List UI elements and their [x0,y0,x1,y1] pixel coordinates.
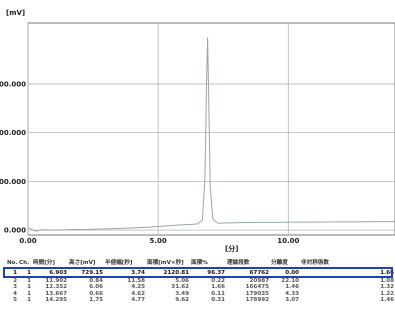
table-cell: 1.08 [380,278,394,284]
table-row[interactable]: 5 1 14.295 1.75 4.77 9.62 0.31 178992 3.07 1.46 [6,297,395,303]
table-cell: 11.902 [45,278,67,284]
column-header: 分離度 [271,259,288,266]
column-header: 高さ[mV] [69,259,96,266]
table-cell: 12.352 [45,284,67,291]
y-tick-label: 0.000 [4,227,26,235]
table-row[interactable]: 3 1 12.352 6.06 4.25 31.62 1.66 166475 1.46 1.32 [6,284,395,290]
table-cell: 1.66 [380,270,394,277]
table-cell: 1 [27,297,31,304]
table-cell: 14.295 [45,297,67,304]
column-header: 時間[分] [33,259,55,266]
table-cell: 1 [27,270,31,277]
table-cell: 6.06 [89,284,103,291]
table-row[interactable]: 4 1 13.667 0.66 4.62 3.49 0.11 179035 4.33 1.22 [6,291,395,297]
table-cell: 179035 [245,290,269,297]
x-tick-label: 10.00 [277,237,299,245]
table-cell: 1 [27,278,31,284]
table-cell: 166475 [245,284,269,291]
table-cell: 1.46 [285,284,299,291]
table-cell: 67762 [249,270,269,277]
table-header-row: No. Ch. 時間[分] 高さ[mV] 半値幅[秒] 面積[mV×秒] 面積% 理論段数 分離… [6,257,395,269]
table-cell: 5.06 [175,278,189,284]
x-tick-label: 0.00 [19,237,36,245]
table-cell: 4.33 [285,290,299,297]
column-header: No. [7,259,18,266]
y-axis-unit-label: [mV] [6,9,25,17]
chromatogram-chart: 0.000200.000400.000600.0000.005.0010.00 … [0,9,395,253]
table-cell: 6.903 [49,270,67,277]
table-cell: 4.62 [131,290,145,297]
table-cell: 2 [13,278,17,284]
table-cell: 1.66 [211,284,225,291]
table-cell: 1.22 [380,290,394,297]
series-group [29,37,395,232]
table-body: 1 1 6.903 729.15 3.74 2120.81 96.37 67762 0.00 1.… [6,269,395,304]
table-cell: 1 [27,290,31,297]
table-cell: 0.31 [211,297,225,304]
table-cell: 0.22 [211,278,225,284]
table-cell: 3.49 [175,290,189,297]
table-cell: 0.11 [211,290,225,297]
table-cell: 3.07 [285,297,299,304]
grid-lines [27,23,395,235]
y-tick-label: 200.000 [0,178,26,186]
column-header: 非対称係数 [301,259,329,266]
table-cell: 11.58 [127,278,145,284]
table-cell: 729.15 [81,270,103,277]
table-cell: 4.77 [131,297,145,304]
table-cell: 4.25 [131,284,145,291]
table-cell: 1.32 [380,284,394,291]
column-header: Ch. [19,259,30,266]
table-row[interactable]: 1 1 6.903 729.15 3.74 2120.81 96.37 67762 0.00 1.… [6,269,395,278]
table-cell: 0.84 [89,278,103,284]
column-header: 半値幅[秒] [105,259,133,266]
table-cell: 1 [13,270,17,277]
table-cell: 22.10 [281,278,299,284]
selected-peak-highlight [3,267,393,278]
table-cell: 0.00 [285,270,299,277]
table-cell: 20987 [249,278,269,284]
table-cell: 3 [13,284,17,291]
peak-table: No. Ch. 時間[分] 高さ[mV] 半値幅[秒] 面積[mV×秒] 面積% 理論段数 分離… [6,257,395,304]
table-cell: 2120.81 [163,270,189,277]
table-cell: 178992 [245,297,269,304]
table-cell: 3.74 [131,270,145,277]
column-header: 面積[mV×秒] [147,259,184,266]
x-axis-unit-label: [分] [225,244,238,253]
axis-ticks: 0.000 200.000 400.000 600.000 0.00 5.00 10.00 [0,80,299,245]
table-cell: 1.46 [380,297,394,304]
table-cell: 5 [13,297,17,304]
table-cell: 0.66 [89,290,103,297]
table-cell: 1.75 [89,297,103,304]
y-tick-label: 600.000 [0,80,26,88]
table-cell: 31.62 [171,284,189,291]
column-header: 理論段数 [227,259,250,266]
table-row[interactable]: 2 1 11.902 0.84 11.58 5.06 0.22 20987 22.10 1.08 [6,278,395,284]
y-tick-label: 400.000 [0,129,26,137]
table-cell: 13.667 [45,290,67,297]
table-cell: 4 [13,290,17,297]
table-cell: 96.37 [207,270,225,277]
column-header: 面積% [191,259,208,266]
x-tick-label: 5.00 [150,237,167,245]
table-cell: 1 [27,284,31,291]
chromatogram-trace [29,37,395,232]
table-cell: 9.62 [175,297,189,304]
